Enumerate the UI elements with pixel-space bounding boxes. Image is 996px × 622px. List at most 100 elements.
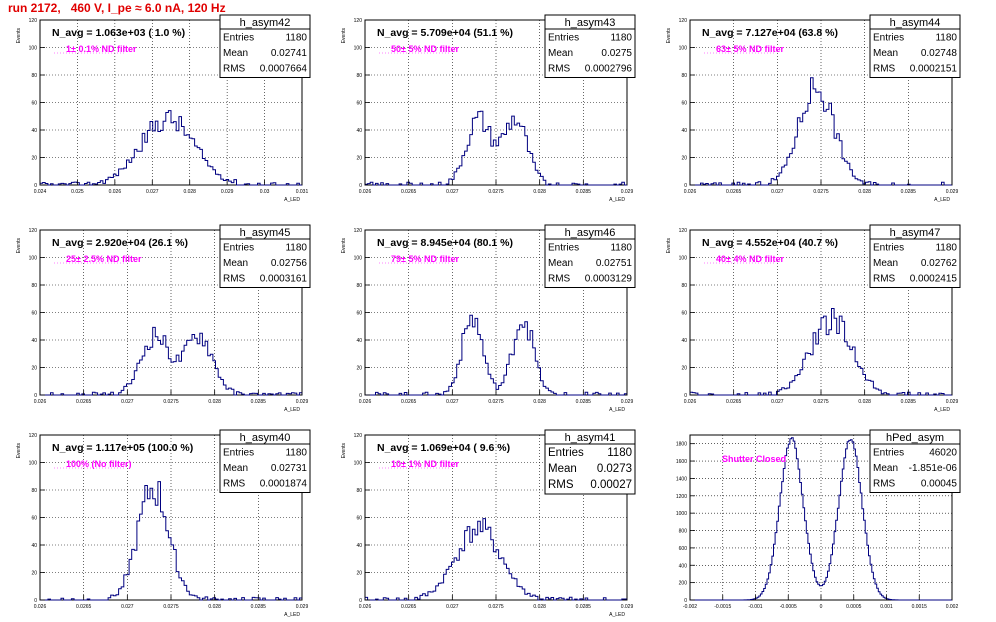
navg-label: N_avg = 2.920e+04 (26.1 %) [52, 237, 188, 249]
stats-value-rms: 0.0002415 [910, 274, 958, 285]
filter-label: 79± 5% ND filter [391, 254, 459, 264]
x-tick-label: 0.0275 [488, 189, 504, 195]
x-tick-label: 0.0265 [401, 604, 417, 610]
x-tick-label: 0.026 [359, 189, 372, 195]
histogram-panel-h_asym43: 0 20 40 60 80 100 120 0.026 0.0265 0.027 0.0275 0.0… [341, 14, 636, 203]
y-axis-title: Events [341, 28, 347, 44]
stats-title: h_asym45 [240, 227, 291, 239]
x-tick-label: 0.0285 [576, 189, 592, 195]
y-axis-title: Events [16, 28, 22, 44]
x-axis-title: A_LED [284, 197, 300, 203]
y-tick-label: 20 [356, 571, 362, 577]
x-tick-label: 0.029 [946, 189, 959, 195]
x-tick-label: 0.031 [296, 189, 309, 195]
x-tick-label: -0.001 [748, 604, 762, 610]
x-tick-label: 0.0265 [76, 604, 92, 610]
stats-box: hPed_asym Entries 46020 Mean -1.851e-06 RMS 0.… [869, 429, 961, 493]
y-tick-label: 600 [679, 546, 688, 552]
stats-title: h_asym40 [240, 432, 291, 444]
x-tick-label: 0.0275 [163, 399, 179, 405]
y-tick-label: 80 [681, 73, 687, 79]
x-tick-label: 0.026 [34, 399, 47, 405]
stats-value-mean: -1.851e-06 [909, 463, 958, 474]
stats-label-rms: RMS [223, 479, 246, 490]
y-tick-label: 800 [679, 529, 688, 535]
y-tick-label: 100 [29, 256, 38, 262]
x-tick-label: 0.026 [684, 189, 697, 195]
histogram-line [40, 481, 303, 601]
x-axis-title: A_LED [934, 197, 950, 203]
stats-box-frame [544, 429, 636, 495]
stats-title: h_asym47 [890, 227, 941, 239]
x-tick-label: 0.002 [946, 604, 959, 610]
histogram-line [40, 326, 303, 396]
y-tick-label: 120 [29, 228, 38, 234]
x-tick-label: 0.0265 [726, 189, 742, 195]
stats-value-rms: 0.0002151 [910, 64, 958, 75]
histogram-line [689, 308, 952, 396]
stats-label-rms: RMS [873, 274, 896, 285]
stats-box-frame [219, 429, 311, 493]
y-tick-label: 20 [681, 156, 687, 162]
y-tick-label: 0 [684, 393, 687, 399]
histogram-panel-h_asym41: 0 20 40 60 80 100 120 0.026 0.0265 0.027 0.0275 0.0… [341, 429, 636, 618]
stats-label-entries: Entries [873, 33, 904, 44]
histogram-line [690, 437, 952, 601]
run-title: run 2172, 460 V, I_pe ≈ 6.0 nA, 120 Hz [8, 1, 226, 15]
y-tick-label: 1200 [676, 494, 687, 500]
navg-label: N_avg = 1.063e+03 ( 1.0 %) [52, 27, 185, 39]
x-axis-title: A_LED [609, 407, 625, 413]
stats-label-mean: Mean [223, 258, 248, 269]
x-tick-label: 0.026 [109, 189, 122, 195]
x-tick-label: 0.024 [34, 189, 47, 195]
stats-label-mean: Mean [223, 463, 248, 474]
y-tick-label: 100 [354, 461, 363, 467]
x-tick-label: 0.026 [684, 399, 697, 405]
histogram-panel-h_asym40: 0 20 40 60 80 100 120 0.026 0.0265 0.027 0.0275 0.0… [16, 429, 311, 618]
stats-value-entries: 1180 [610, 33, 632, 44]
x-tick-label: 0.0285 [901, 189, 917, 195]
histogram-panel-h_asym45: 0 20 40 60 80 100 120 0.026 0.0265 0.027 0.0275 0.0… [16, 224, 311, 413]
stats-value-entries: 1180 [935, 33, 957, 44]
y-tick-label: 60 [356, 311, 362, 317]
y-tick-label: 120 [679, 18, 688, 24]
x-tick-label: 0.025 [71, 189, 84, 195]
x-tick-label: 0.0285 [251, 604, 267, 610]
stats-value-mean: 0.0275 [601, 48, 632, 59]
y-tick-label: 0 [359, 393, 362, 399]
stats-value-mean: 0.02741 [271, 48, 308, 59]
stats-label-rms: RMS [548, 479, 574, 491]
x-tick-label: 0.027 [771, 189, 784, 195]
y-tick-label: 40 [681, 338, 687, 344]
y-tick-label: 100 [29, 461, 38, 467]
stats-label-rms: RMS [223, 274, 246, 285]
y-tick-label: 120 [29, 433, 38, 439]
y-tick-label: 100 [679, 46, 688, 52]
histogram-line [364, 518, 628, 601]
x-tick-label: 0.028 [533, 399, 546, 405]
stats-value-entries: 1180 [607, 447, 632, 459]
stats-value-entries: 1180 [285, 33, 307, 44]
stats-box-frame [869, 14, 961, 78]
x-tick-label: 0.0015 [912, 604, 928, 610]
stats-title: h_asym42 [240, 17, 291, 29]
y-tick-label: 20 [31, 571, 37, 577]
stats-box: h_asym44 Entries 1180 Mean 0.02748 RMS 0.00021… [869, 14, 961, 78]
y-tick-label: 80 [31, 488, 37, 494]
y-tick-label: 400 [679, 563, 688, 569]
y-tick-label: 40 [31, 543, 37, 549]
filter-label: 50± 5% ND filter [391, 44, 459, 54]
x-tick-label: 0.0265 [76, 399, 92, 405]
x-tick-label: 0.0265 [726, 399, 742, 405]
x-tick-label: 0.029 [621, 604, 634, 610]
stats-label-mean: Mean [548, 258, 573, 269]
stats-label-mean: Mean [548, 48, 573, 59]
filter-label: 40± 4% ND filter [716, 254, 784, 264]
histogram-line [39, 110, 302, 186]
x-tick-label: 0.028 [533, 189, 546, 195]
stats-box-frame [544, 14, 636, 78]
y-axis-title: Events [16, 443, 22, 459]
stats-title: h_asym41 [565, 432, 616, 444]
y-tick-label: 1600 [676, 459, 687, 465]
stats-label-mean: Mean [873, 463, 898, 474]
